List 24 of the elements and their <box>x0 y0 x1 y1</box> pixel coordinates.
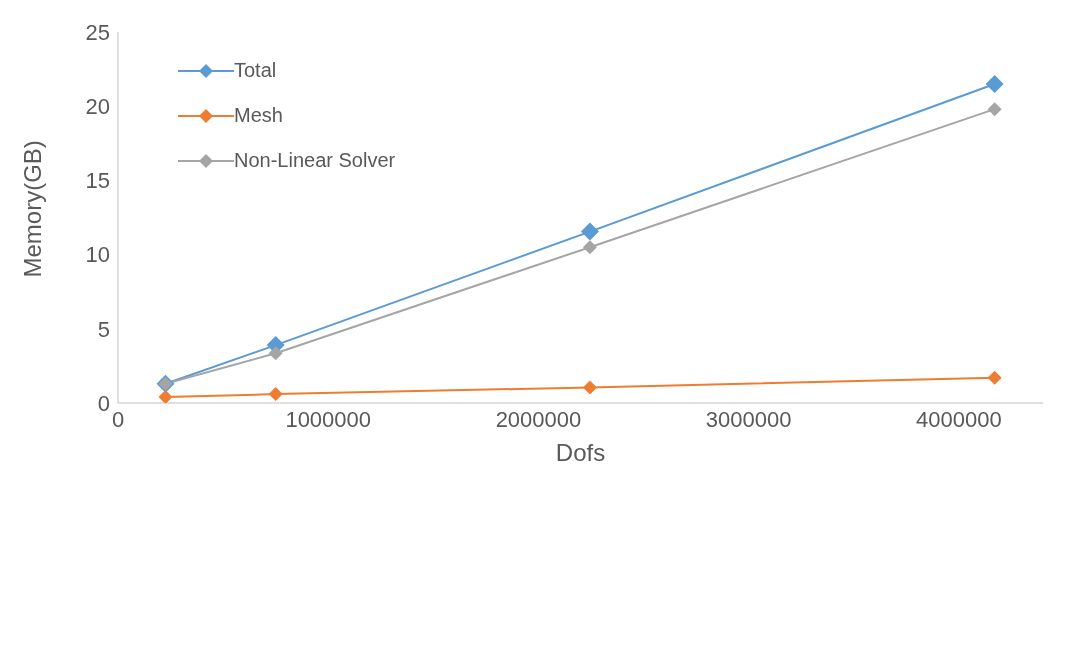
y-tick-label: 5 <box>97 316 110 342</box>
legend-label: Total <box>234 59 277 82</box>
point <box>268 346 283 361</box>
y-axis-title: Memory(GB) <box>18 140 46 278</box>
x-tick-label: 3000000 <box>705 406 792 432</box>
point <box>580 222 599 241</box>
x-tick-label: 4000000 <box>916 406 1002 432</box>
y-tick-label: 15 <box>85 168 110 194</box>
point <box>582 240 597 255</box>
point <box>582 380 597 395</box>
x-axis-title: Dofs <box>555 439 606 466</box>
y-tick-label: 10 <box>85 242 110 268</box>
y-tick-label: 0 <box>97 390 110 416</box>
point <box>987 102 1002 117</box>
legend-label: Non-Linear Solver <box>234 149 396 172</box>
point <box>985 74 1004 93</box>
x-tick-label: 1000000 <box>285 406 372 432</box>
point <box>268 387 283 402</box>
x-tick-label: 2000000 <box>495 406 582 432</box>
point <box>158 390 173 403</box>
y-tick-label: 25 <box>85 19 110 45</box>
point <box>987 370 1002 385</box>
y-tick-label: 20 <box>85 94 110 120</box>
legend-label: Mesh <box>234 104 283 127</box>
